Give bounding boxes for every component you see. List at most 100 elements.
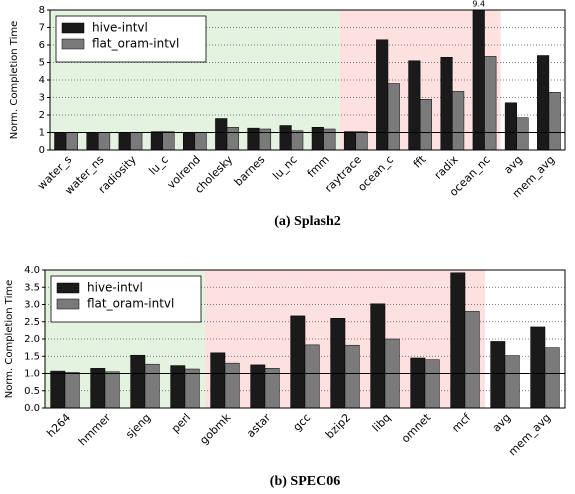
y-tick-label: 6: [39, 40, 45, 51]
bar: [98, 132, 111, 151]
y-tick-label: 2.5: [24, 317, 40, 328]
bar: [548, 92, 561, 151]
y-tick-label: 0: [39, 145, 45, 156]
y-tick-label: 3: [39, 93, 45, 104]
bar: [304, 344, 320, 409]
y-tick-label: 1.0: [24, 369, 40, 380]
bar: [162, 131, 175, 151]
x-tick-label: astar: [244, 411, 273, 440]
chart-title: (b) SPEC06: [270, 474, 340, 489]
bar: [183, 132, 196, 151]
x-tick-label: lu_nc: [270, 153, 299, 182]
y-tick-label: 2.0: [24, 334, 40, 345]
x-tick-label: mcf: [449, 410, 474, 435]
bar: [150, 131, 163, 151]
bar: [264, 368, 280, 409]
bar: [440, 57, 453, 151]
bar: [64, 372, 80, 409]
x-tick-label: radix: [432, 153, 461, 182]
bar: [50, 370, 66, 409]
x-tick-label: bzip2: [323, 411, 353, 441]
y-tick-label: 1: [39, 128, 45, 139]
x-tick-label: fft: [411, 153, 429, 171]
bar: [484, 56, 497, 151]
bar: [410, 357, 426, 409]
bar: [215, 118, 228, 151]
bar: [194, 132, 207, 151]
bar: [210, 352, 226, 409]
bar: [330, 318, 346, 409]
x-tick-label: gcc: [291, 411, 314, 434]
x-tick-label: gobmk: [197, 411, 233, 447]
bar: [224, 362, 240, 409]
legend-label: hive-intvl: [92, 21, 148, 35]
x-tick-label: avg: [501, 153, 525, 177]
bar: [387, 83, 400, 151]
y-tick-label: 5: [39, 58, 45, 69]
x-tick-label: ocean_c: [355, 153, 396, 194]
bar: [65, 132, 78, 151]
y-tick-label: 0.0: [24, 403, 40, 414]
plot-frame: [44, 269, 566, 409]
legend-label: flat_oram-intvl: [87, 297, 174, 311]
y-tick-label: 0.5: [24, 386, 40, 397]
y-tick-label: 3.5: [24, 282, 40, 293]
y-tick-label: 7: [39, 23, 45, 34]
bar: [464, 311, 480, 409]
bar: [343, 131, 357, 151]
y-tick-label: 4.0: [24, 265, 40, 276]
bar: [86, 132, 99, 151]
chart-title: (a) Splash2: [274, 214, 341, 229]
legend-swatch: [61, 22, 85, 34]
legend-label: flat_oram-intvl: [92, 37, 179, 51]
bar: [452, 91, 465, 151]
legend-label: hive-intvl: [87, 281, 143, 295]
x-tick-label: sjeng: [123, 411, 153, 441]
x-tick-label: libq: [370, 411, 393, 434]
bar: [344, 344, 360, 409]
bar: [544, 347, 560, 409]
y-tick-label: 4: [39, 75, 45, 86]
bar: [130, 132, 143, 151]
bar: [376, 39, 389, 151]
x-tick-label: omnet: [399, 411, 434, 446]
bar: [530, 326, 546, 409]
bar: [130, 354, 146, 409]
legend-swatch: [61, 38, 85, 50]
bar: [291, 130, 304, 151]
y-tick-label: 2: [39, 110, 45, 121]
bar: [90, 368, 106, 409]
bar: [355, 131, 368, 151]
bar: [408, 60, 421, 151]
bar: [104, 371, 120, 409]
bar: [504, 355, 520, 409]
bar: [450, 272, 466, 409]
bar: [490, 341, 506, 409]
y-axis-label: Norm. Completion Time: [4, 280, 15, 399]
bar: [419, 99, 432, 151]
bar: [170, 365, 186, 409]
bar: [290, 315, 306, 409]
bar: [279, 125, 292, 151]
bar: [504, 102, 517, 151]
x-tick-label: avg: [490, 411, 514, 435]
x-tick-label: mem_avg: [506, 411, 553, 458]
x-tick-label: h264: [44, 411, 73, 440]
y-tick-label: 1.5: [24, 351, 40, 362]
bar: [250, 364, 266, 409]
value-label: 9.4: [472, 0, 485, 9]
bar: [184, 368, 200, 409]
legend-swatch: [56, 298, 80, 310]
bar: [226, 127, 239, 151]
bar: [144, 363, 160, 409]
y-tick-label: 3.0: [24, 300, 40, 311]
x-tick-label: fmm: [305, 153, 332, 180]
bar: [118, 132, 131, 151]
bar: [247, 127, 260, 151]
x-tick-label: hmmer: [76, 411, 114, 449]
legend-swatch: [56, 282, 80, 294]
bar: [516, 117, 529, 151]
bar: [370, 303, 386, 409]
bar: [472, 9, 485, 151]
